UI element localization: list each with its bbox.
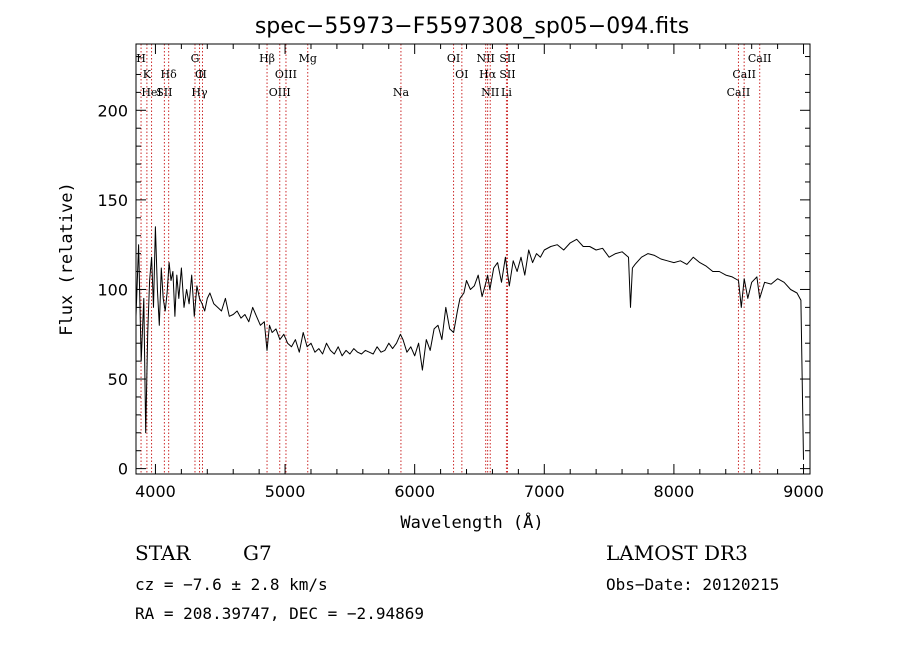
marker-label-23: CaII bbox=[732, 68, 756, 81]
x-tick-label-2: 6000 bbox=[394, 482, 435, 501]
marker-label-8: Hγ bbox=[191, 86, 208, 99]
x-tick-label-1: 5000 bbox=[265, 482, 306, 501]
y-tick-label-1: 50 bbox=[108, 370, 128, 389]
marker-label-10: OIII bbox=[269, 86, 291, 99]
chart-title: spec−55973−F5597308_sp05−094.fits bbox=[255, 14, 689, 39]
series-line-flux bbox=[135, 226, 804, 460]
marker-label-7: II bbox=[198, 68, 207, 81]
marker-label-11: OIII bbox=[275, 68, 297, 81]
marker-label-13: Na bbox=[393, 86, 410, 99]
y-tick-label-0: 0 bbox=[118, 460, 128, 479]
marker-label-14: OI bbox=[447, 52, 460, 65]
y-axis: 0 50 100 150 200 bbox=[97, 56, 810, 479]
marker-label-2: HeI bbox=[141, 86, 161, 99]
x-tick-label-3: 7000 bbox=[524, 482, 565, 501]
marker-label-5: G bbox=[191, 52, 200, 65]
marker-label-12: Mg bbox=[299, 52, 317, 65]
observation-date: Obs−Date: 20120215 bbox=[606, 575, 779, 594]
marker-label-9: Hβ bbox=[259, 52, 275, 65]
marker-label-4: Hδ bbox=[161, 68, 178, 81]
marker-label-6: O bbox=[195, 68, 204, 81]
marker-label-1: K bbox=[143, 68, 152, 81]
marker-label-21: Li bbox=[501, 86, 512, 99]
marker-label-17: Hα bbox=[479, 68, 497, 81]
x-tick-label-0: 4000 bbox=[135, 482, 176, 501]
x-axis-label: Wavelength (Å) bbox=[400, 511, 543, 533]
object-class: STAR bbox=[135, 541, 191, 565]
cz-value: cz = −7.6 ± 2.8 km/s bbox=[135, 575, 328, 594]
y-axis-label: Flux (relative) bbox=[57, 182, 77, 336]
flux-series bbox=[135, 226, 804, 460]
y-tick-label-2: 100 bbox=[97, 280, 128, 299]
marker-label-20: SII bbox=[499, 68, 515, 81]
marker-label-16: NII bbox=[477, 52, 495, 65]
plot-frame bbox=[135, 43, 811, 475]
marker-label-15: OI bbox=[455, 68, 468, 81]
x-tick-label-5: 9000 bbox=[783, 482, 824, 501]
marker-label-22: CaII bbox=[727, 86, 751, 99]
coordinates: RA = 208.39747, DEC = −2.94869 bbox=[135, 604, 424, 623]
marker-label-24: CaII bbox=[748, 52, 772, 65]
survey-name: LAMOST DR3 bbox=[606, 541, 748, 565]
marker-label-0: H bbox=[136, 52, 146, 65]
y-tick-label-3: 150 bbox=[97, 191, 128, 210]
object-subclass: G7 bbox=[243, 541, 272, 565]
marker-label-3: SII bbox=[156, 86, 172, 99]
x-tick-label-4: 8000 bbox=[654, 482, 695, 501]
marker-label-18: NII bbox=[481, 86, 499, 99]
y-tick-label-4: 200 bbox=[97, 101, 128, 120]
